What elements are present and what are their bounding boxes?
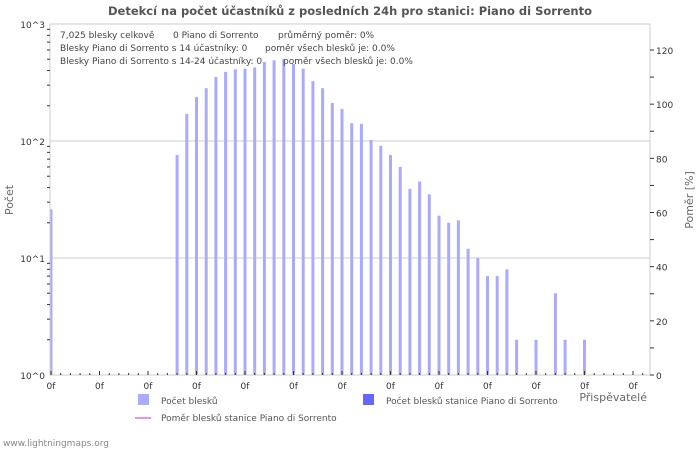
y2-tick-label: 100 <box>656 101 673 111</box>
x-tick-label: 0f <box>386 382 396 392</box>
y-axis-label: Počet <box>3 184 16 215</box>
legend-swatch-station <box>363 394 374 405</box>
annotation-text: Blesky Piano di Sorrento s 14 účastníky:… <box>60 43 248 54</box>
x-tick-label: 0f <box>483 382 493 392</box>
bar <box>350 123 354 375</box>
annotation-text: poměr všech blesků je: 0.0% <box>283 56 413 67</box>
y-tick-label: 10^2 <box>20 138 45 148</box>
x-axis-label: Přispěvatelé <box>579 391 647 404</box>
legend-label-ratio: Poměr blesků stanice Piano di Sorrento <box>161 413 337 424</box>
bar <box>398 166 402 375</box>
bar <box>224 71 228 375</box>
y2-tick-label: 120 <box>656 47 673 57</box>
bar <box>185 114 189 375</box>
footer-credit: www.lightningmaps.org <box>3 439 109 449</box>
bar <box>359 123 363 376</box>
annotation-text: 0 Piano di Sorrento <box>173 31 259 41</box>
bar <box>583 339 586 375</box>
bar <box>515 339 519 375</box>
bar <box>369 139 373 375</box>
bar <box>408 188 412 375</box>
bar <box>437 215 441 375</box>
annotation-text: Blesky Piano di Sorrento s 14-24 účastní… <box>60 56 262 67</box>
y-tick-label: 10^1 <box>20 255 45 265</box>
x-tick-label: 0f <box>580 382 590 392</box>
y-tick-label: 10^0 <box>20 372 45 382</box>
bar <box>505 269 509 375</box>
annotation-text: 7,025 blesky celkově <box>60 31 155 41</box>
y2-tick-label: 0 <box>656 372 662 382</box>
bar <box>204 88 208 375</box>
bar <box>175 154 179 375</box>
x-tick-label: 0f <box>629 382 639 392</box>
bar <box>330 103 334 375</box>
x-tick-label: 0f <box>47 382 57 392</box>
bar <box>427 194 431 375</box>
x-tick-label: 0f <box>144 382 154 392</box>
y2-tick-label: 60 <box>656 210 668 220</box>
bar <box>49 209 53 375</box>
x-tick-label: 0f <box>289 382 299 392</box>
bar <box>321 88 325 375</box>
chart-title: Detekcí na počet účastníků z posledních … <box>108 4 592 18</box>
legend-swatch-count <box>138 394 149 405</box>
bar <box>292 64 295 375</box>
bar <box>243 68 247 376</box>
y2-tick-label: 40 <box>656 264 668 274</box>
bar <box>195 97 198 375</box>
bar <box>389 154 392 375</box>
bar <box>476 258 480 375</box>
bar <box>495 276 499 375</box>
y2-tick-label: 20 <box>656 318 668 328</box>
bar <box>340 108 344 376</box>
bar <box>486 276 489 375</box>
bar <box>563 339 567 375</box>
bar <box>456 220 460 375</box>
x-tick-label: 0f <box>338 382 348 392</box>
bar <box>311 81 315 375</box>
x-tick-label: 0f <box>532 382 542 392</box>
y2-axis-label: Poměr [%] <box>683 171 696 229</box>
bar <box>418 181 422 375</box>
plot-frame <box>49 23 651 376</box>
bar <box>553 293 557 375</box>
y2-tick-label: 80 <box>656 155 668 165</box>
x-tick-label: 0f <box>241 382 251 392</box>
bar <box>272 60 276 375</box>
annotation-text: poměr všech blesků je: 0.0% <box>265 43 395 54</box>
bar <box>534 339 538 375</box>
legend: Počet blesků Počet blesků stanice Piano … <box>135 394 558 424</box>
bar <box>262 62 266 375</box>
bar <box>447 222 451 375</box>
legend-label-station: Počet blesků stanice Piano di Sorrento <box>386 396 558 407</box>
bar <box>466 248 470 375</box>
bar <box>379 145 383 375</box>
bar <box>301 68 305 376</box>
bar <box>282 59 286 375</box>
y-tick-label: 10^3 <box>20 21 45 31</box>
bar <box>233 69 237 375</box>
x-tick-label: 0f <box>435 382 445 392</box>
x-tick-label: 0f <box>95 382 105 392</box>
annotation-text: průměrný poměr: 0% <box>278 30 375 41</box>
bar <box>214 77 218 376</box>
legend-label-count: Počet blesků <box>161 396 218 407</box>
x-tick-label: 0f <box>192 382 202 392</box>
bar <box>253 67 257 376</box>
